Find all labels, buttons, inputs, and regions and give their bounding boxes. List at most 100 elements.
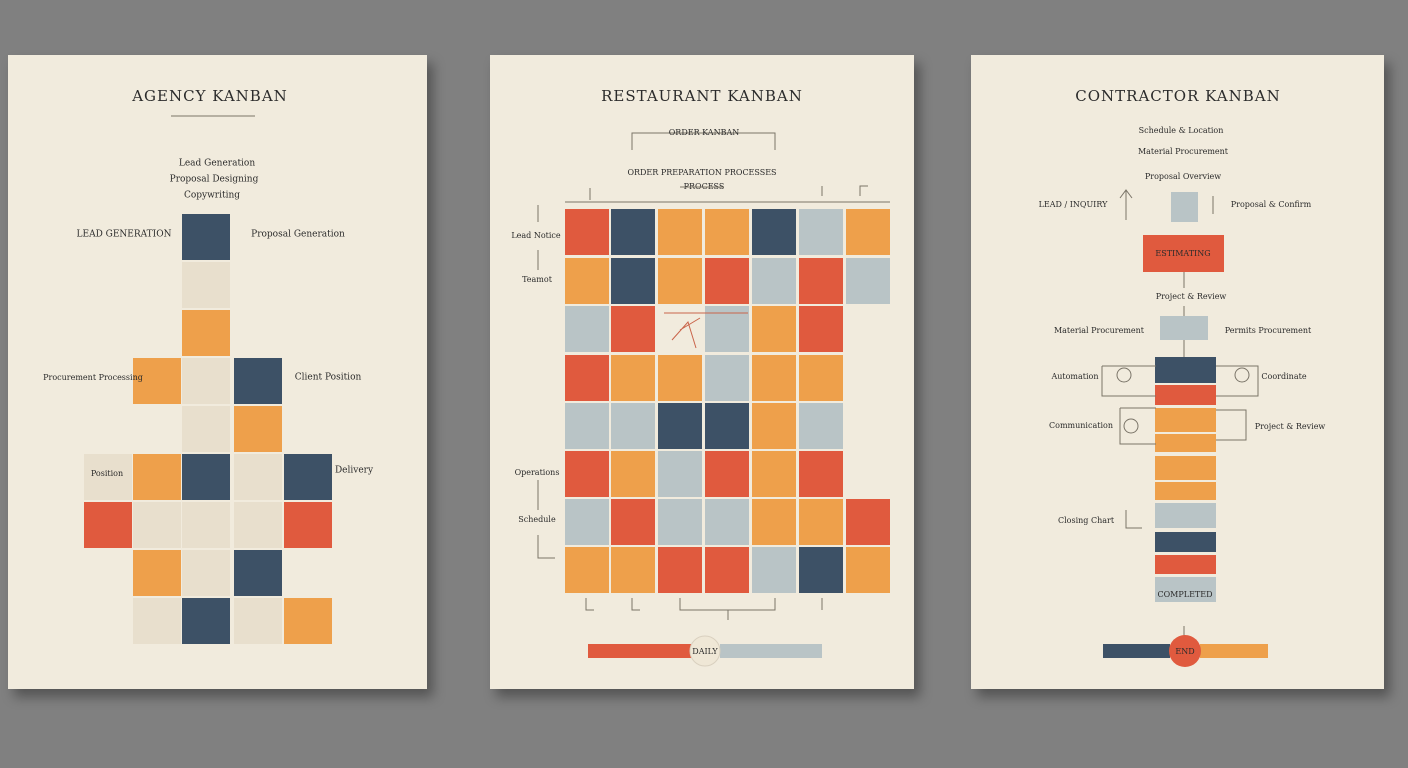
bracket (631, 132, 776, 150)
tile (799, 306, 843, 352)
tile (799, 403, 843, 449)
tile (611, 403, 655, 449)
label: Client Position (295, 373, 362, 383)
label: Proposal Designing (170, 175, 259, 185)
tile (705, 258, 749, 304)
tile (133, 454, 181, 500)
label: LEAD GENERATION (77, 230, 172, 240)
tile (182, 358, 230, 404)
connector (537, 205, 823, 620)
tile (752, 258, 796, 304)
tile (182, 262, 230, 308)
label: Communication (1049, 421, 1113, 430)
tile (611, 306, 655, 352)
tile (234, 502, 282, 548)
tile (133, 598, 181, 644)
tile (565, 258, 609, 304)
tile (565, 451, 609, 497)
label: Closing Chart (1058, 516, 1115, 525)
icon (1116, 367, 1132, 383)
label: ORDER PREPARATION PROCESSES (627, 168, 776, 177)
tile (705, 306, 749, 352)
label: Teamot (522, 275, 553, 284)
label: Lead Generation (179, 159, 256, 169)
label: Operations (515, 468, 560, 477)
title: RESTAURANT KANBAN (601, 87, 803, 105)
tile (611, 209, 655, 255)
tile (1155, 434, 1216, 452)
tile (658, 451, 702, 497)
icon (1123, 418, 1139, 434)
tile (705, 547, 749, 593)
tile (705, 451, 749, 497)
tile (799, 547, 843, 593)
bar (1200, 644, 1268, 658)
sketch (664, 312, 748, 349)
tile (182, 502, 230, 548)
tile (658, 403, 702, 449)
tile (284, 598, 332, 644)
icon (1234, 367, 1250, 383)
tile (565, 499, 609, 545)
tile (1155, 357, 1216, 383)
title: CONTRACTOR KANBAN (1075, 87, 1280, 105)
tile (752, 306, 796, 352)
tile (1155, 482, 1216, 500)
tile (84, 454, 132, 500)
tile (1155, 408, 1216, 432)
tile (752, 403, 796, 449)
tile (284, 502, 332, 548)
tile (611, 547, 655, 593)
tile (133, 550, 181, 596)
tile (658, 209, 702, 255)
tile (846, 499, 890, 545)
label: Proposal Overview (1145, 172, 1221, 181)
tile (133, 502, 181, 548)
tile (1155, 385, 1216, 405)
tile (611, 355, 655, 401)
label: Coordinate (1261, 372, 1306, 381)
label: Schedule (518, 515, 556, 524)
label: Schedule & Location (1139, 126, 1224, 135)
label: Lead Notice (511, 231, 561, 240)
label: ESTIMATING (1155, 249, 1210, 258)
tile (234, 550, 282, 596)
tile (846, 547, 890, 593)
tile (182, 310, 230, 356)
tile (1155, 456, 1216, 480)
bar (720, 644, 822, 658)
tile (234, 358, 282, 404)
label: Position (91, 469, 123, 478)
label: DAILY (692, 647, 718, 656)
label: Material Procurement (1054, 326, 1145, 335)
tile (658, 258, 702, 304)
tile (658, 355, 702, 401)
tile (182, 598, 230, 644)
tile (234, 598, 282, 644)
label: Project & Review (1255, 422, 1326, 431)
tile (799, 209, 843, 255)
bar (1103, 644, 1170, 658)
tile (234, 406, 282, 452)
label: COMPLETED (1158, 590, 1213, 599)
tile (799, 499, 843, 545)
tile (752, 209, 796, 255)
tile (565, 306, 609, 352)
tile (1155, 577, 1216, 602)
label: ORDER KANBAN (669, 128, 740, 137)
tile (752, 451, 796, 497)
tile (846, 258, 890, 304)
tile (234, 454, 282, 500)
tile (1171, 192, 1198, 222)
tile (658, 547, 702, 593)
tile (846, 209, 890, 255)
tile (611, 499, 655, 545)
tile (133, 358, 181, 404)
tile (705, 499, 749, 545)
tile (658, 499, 702, 545)
label: END (1175, 647, 1194, 656)
tile (1155, 555, 1216, 574)
label: Material Procurement (1138, 147, 1229, 156)
label: Procurement Processing (43, 373, 143, 382)
